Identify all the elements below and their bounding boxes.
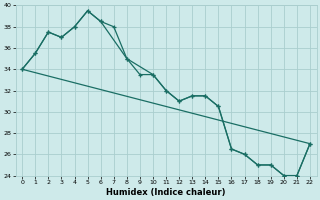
X-axis label: Humidex (Indice chaleur): Humidex (Indice chaleur)	[106, 188, 226, 197]
